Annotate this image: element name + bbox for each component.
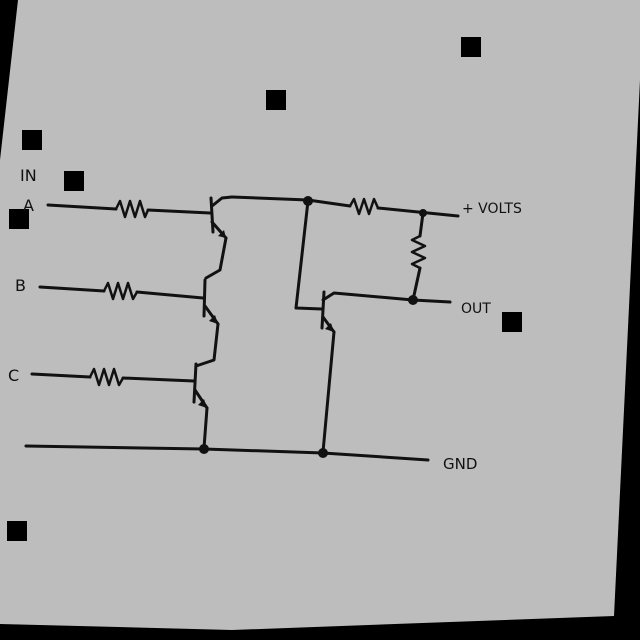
marker-square [9,209,29,229]
label-c: C [8,366,19,385]
resistor-a [114,199,150,219]
ground-rail [24,444,430,462]
input-a-branch [46,199,212,219]
marker-square [64,171,84,191]
marker-square [461,37,481,57]
transistor-q2 [202,278,220,326]
marker-square [22,130,42,150]
input-b-branch [38,281,205,301]
resistor-c [88,367,125,387]
transistor-q3 [192,362,209,410]
marker-square [7,521,27,541]
transistor-q4 [294,199,415,454]
marker-square [266,90,286,110]
label-in: IN [20,166,37,185]
label-volts: + VOLTS [462,201,522,217]
transistor-q1 [209,195,234,240]
label-b: B [15,276,26,295]
marker-square [502,312,522,332]
resistor-top [348,197,380,216]
input-c-branch [30,367,196,387]
output-line [411,298,452,304]
label-gnd: GND [443,455,477,473]
label-a: A [23,196,34,215]
resistor-b [102,281,139,301]
label-out: OUT [461,301,491,317]
resistor-collector [410,234,427,270]
